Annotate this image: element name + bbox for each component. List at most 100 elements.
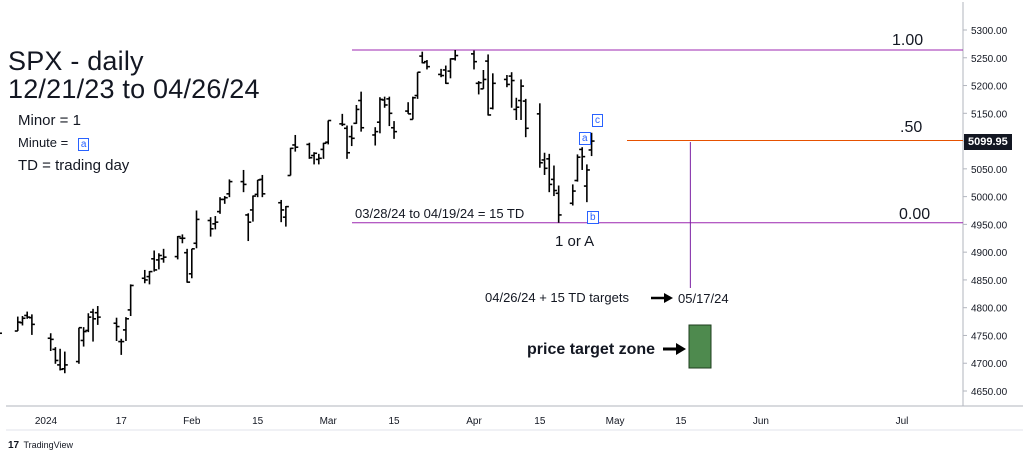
chart-axes	[6, 2, 1023, 431]
y-tick-label: 5000.00	[971, 193, 1008, 204]
y-tick-label: 4650.00	[971, 387, 1008, 398]
ohlc-bar	[141, 269, 148, 284]
ohlc-bar	[57, 348, 64, 371]
ohlc-bar	[47, 333, 54, 352]
ohlc-bar	[409, 96, 416, 121]
wave-b-box: b	[587, 211, 599, 224]
ohlc-bar	[19, 316, 26, 326]
y-tick-label: 5250.00	[971, 54, 1008, 65]
ohlc-bar	[127, 284, 134, 317]
x-tick-label: 15	[534, 416, 546, 427]
ohlc-bar	[292, 134, 299, 152]
ohlc-bar	[546, 153, 553, 193]
ohlc-bar	[160, 248, 167, 263]
x-tick-label: Jul	[896, 416, 909, 427]
ohlc-bar	[245, 213, 252, 242]
zone-arrow-icon	[676, 343, 686, 355]
tradingview-brand: TradingView	[23, 440, 73, 450]
y-tick-label: 5150.00	[971, 109, 1008, 120]
ohlc-bar	[287, 147, 294, 177]
ohlc-bar	[240, 169, 247, 193]
ohlc-bar	[113, 317, 120, 342]
chart-overlays	[651, 142, 712, 369]
ohlc-bar	[226, 179, 233, 198]
ohlc-bar	[221, 196, 228, 204]
last-price-badge: 5099.95	[964, 134, 1012, 150]
wave-a-label: a	[579, 128, 591, 146]
wave-b-label: b	[587, 207, 599, 225]
ohlc-bar	[0, 332, 2, 335]
target-note: 04/26/24 + 15 TD targets	[485, 290, 629, 305]
tradingview-footer[interactable]: 17 TradingView	[8, 440, 73, 451]
fib-lines	[352, 49, 963, 224]
ohlc-bar	[339, 113, 346, 127]
ohlc-bar	[419, 51, 426, 64]
ohlc-bar	[358, 91, 365, 132]
tradingview-logo-icon: 17	[8, 440, 20, 451]
ohlc-bar	[588, 132, 595, 157]
ohlc-bar	[28, 314, 35, 335]
minute-legend-box: a	[77, 138, 90, 151]
ohlc-bar	[574, 154, 581, 182]
ohlc-bar	[475, 81, 482, 95]
y-tick-label: 4850.00	[971, 276, 1008, 287]
ohlc-bar	[278, 199, 285, 223]
ohlc-bar	[447, 58, 454, 79]
ohlc-bar	[315, 153, 322, 165]
ohlc-bar	[353, 104, 360, 125]
ohlc-bar	[75, 326, 82, 364]
ohlc-bar	[90, 308, 97, 342]
ohlc-bar	[94, 306, 101, 325]
ohlc-bar	[536, 103, 543, 168]
ohlc-bar	[541, 152, 548, 175]
x-axis-tick-labels: 2024 17 Feb 15 Mar 15 Apr 15 May 15 Jun Jul	[35, 416, 909, 427]
fib-100-label: 1.00	[892, 32, 924, 49]
ohlc-bar	[174, 235, 181, 260]
ohlc-bar	[85, 313, 92, 333]
ohlc-bar	[282, 205, 289, 227]
ohlc-bar	[579, 147, 586, 170]
ohlc-bar	[503, 74, 510, 88]
ohlc-bar	[372, 127, 379, 146]
ohlc-bar	[14, 316, 21, 332]
minute-legend: Minute = a	[18, 135, 90, 151]
ohlc-bar	[550, 165, 557, 197]
x-tick-label: Mar	[320, 416, 338, 427]
fib-000-label: 0.00	[899, 206, 931, 223]
ohlc-bar	[146, 270, 153, 285]
ohlc-bar	[518, 79, 525, 120]
ohlc-bar	[80, 327, 87, 347]
ohlc-bar	[151, 250, 158, 272]
x-tick-label: 15	[388, 416, 400, 427]
wave-c-box: c	[592, 114, 603, 127]
x-tick-label: 15	[252, 416, 264, 427]
ohlc-bar	[522, 98, 529, 138]
ohlc-bar	[489, 73, 496, 110]
ohlc-bar	[249, 195, 256, 222]
ohlc-bar	[480, 69, 487, 90]
duration-note: 03/28/24 to 04/19/24 = 15 TD	[355, 206, 525, 221]
ohlc-bar	[555, 185, 562, 223]
ohlc-bar	[423, 59, 430, 70]
ohlc-bar	[452, 49, 459, 61]
minute-legend-text: Minute =	[18, 135, 69, 150]
ohlc-bar	[306, 142, 313, 159]
ohlc-bar	[348, 125, 355, 147]
x-tick-label: Feb	[183, 416, 201, 427]
ohlc-bar	[381, 96, 388, 108]
x-tick-label: May	[606, 416, 625, 427]
ohlc-bar	[179, 234, 186, 244]
ohlc-bars	[0, 49, 595, 374]
y-tick-label: 4750.00	[971, 331, 1008, 342]
y-tick-label: 5050.00	[971, 165, 1008, 176]
ohlc-bar	[569, 184, 576, 206]
wave-label: 1 or A	[555, 233, 595, 250]
x-tick-label: Apr	[466, 416, 482, 427]
ohlc-bar	[391, 121, 398, 139]
ohlc-bar	[254, 179, 261, 198]
ohlc-bar	[344, 125, 351, 159]
ohlc-bar	[61, 351, 68, 374]
ohlc-bar	[376, 97, 383, 134]
ohlc-bar	[259, 174, 266, 198]
